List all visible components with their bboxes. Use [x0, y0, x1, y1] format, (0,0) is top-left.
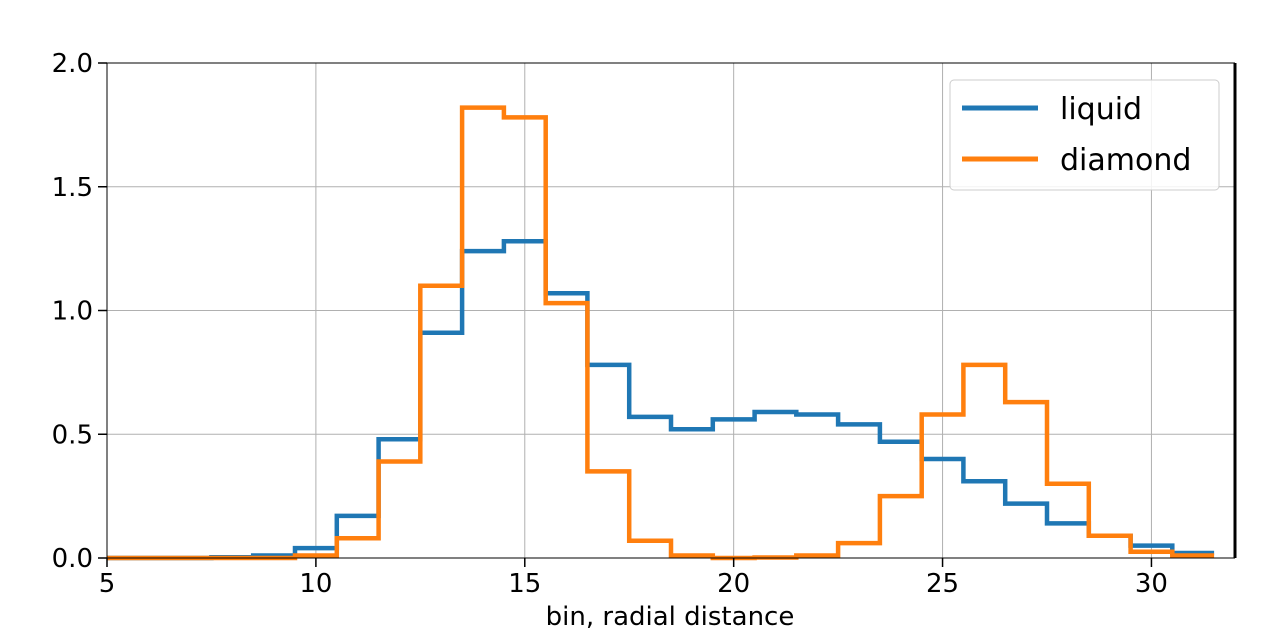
x-tick-label: 20: [717, 569, 750, 599]
x-tick-label: 25: [926, 569, 959, 599]
x-tick-label: 30: [1135, 569, 1168, 599]
y-tick-label: 1.5: [52, 173, 93, 203]
series-lines: [107, 105, 1215, 561]
x-tick-label: 5: [99, 569, 116, 599]
y-tick-label: 0.0: [52, 544, 93, 574]
legend-label-diamond: diamond: [1060, 143, 1191, 178]
series-line-diamond: [107, 105, 1215, 561]
x-tick-label: 10: [299, 569, 332, 599]
y-tick-label: 2.0: [52, 49, 93, 79]
y-tick-label: 0.5: [52, 420, 93, 450]
x-axis-label: bin, radial distance: [546, 602, 795, 632]
ticks: 5 10 15 20 25 30 0.0 0.5 1.0 1.5 2.0: [52, 49, 1168, 599]
x-tick-label: 15: [508, 569, 541, 599]
legend-label-liquid: liquid: [1060, 92, 1142, 127]
legend: liquid diamond: [949, 79, 1220, 191]
series-line-liquid: [107, 238, 1215, 561]
y-tick-label: 1.0: [52, 297, 93, 327]
